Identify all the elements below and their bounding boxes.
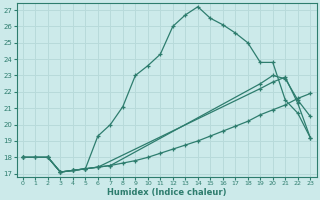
X-axis label: Humidex (Indice chaleur): Humidex (Indice chaleur)	[107, 188, 226, 197]
